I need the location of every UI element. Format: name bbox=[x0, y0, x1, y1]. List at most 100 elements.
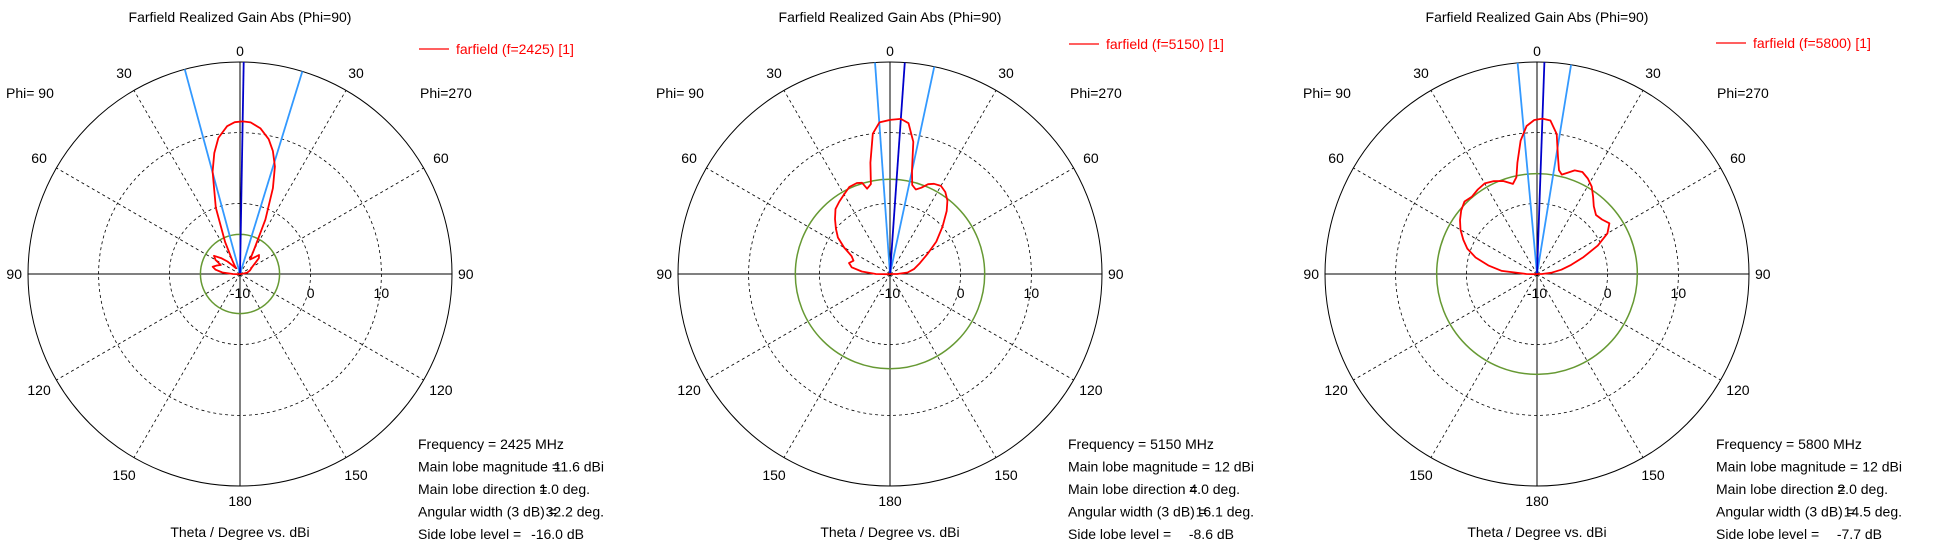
angle-tick-label: 150 bbox=[1409, 467, 1433, 483]
grid-spoke bbox=[133, 273, 241, 458]
grid-spoke bbox=[706, 273, 891, 381]
angle-tick-label: 30 bbox=[766, 65, 782, 81]
info-label: Angular width (3 dB) = bbox=[418, 504, 557, 520]
angle-tick-label: 150 bbox=[344, 467, 368, 483]
x-axis-label: Theta / Degree vs. dBi bbox=[820, 524, 959, 540]
main-lobe-direction-line bbox=[889, 62, 906, 275]
info-value: 11.6 dBi bbox=[554, 459, 604, 475]
info-label: Main lobe direction = bbox=[418, 481, 548, 497]
radial-tick-label: -10 bbox=[230, 285, 250, 301]
grid-spoke bbox=[783, 273, 891, 458]
angle-tick-label: 120 bbox=[677, 382, 701, 398]
angle-tick-label: 60 bbox=[1083, 150, 1099, 166]
chart-title: Farfield Realized Gain Abs (Phi=90) bbox=[779, 9, 1002, 25]
grid-spoke bbox=[1536, 90, 1644, 275]
grid-spoke bbox=[1536, 273, 1644, 458]
radial-tick-label: 0 bbox=[957, 285, 965, 301]
grid-spoke bbox=[239, 273, 424, 381]
radial-tick-label: -10 bbox=[1527, 285, 1547, 301]
side-lobe-circle bbox=[1435, 172, 1639, 376]
angle-tick-label: 0 bbox=[1533, 43, 1541, 59]
grid-spoke bbox=[1353, 167, 1538, 275]
angle-tick-label: 120 bbox=[1726, 382, 1750, 398]
angle-tick-label: 180 bbox=[228, 493, 252, 509]
info-label: Angular width (3 dB) = bbox=[1068, 504, 1207, 520]
info-label: Main lobe direction = bbox=[1068, 481, 1198, 497]
grid-spoke bbox=[706, 167, 891, 275]
angle-tick-label: 90 bbox=[6, 266, 22, 282]
info-label: Side lobe level = bbox=[418, 526, 521, 542]
phi-right-label: Phi=270 bbox=[1070, 85, 1122, 101]
radial-tick-label: 0 bbox=[1604, 285, 1612, 301]
beamwidth-line-2 bbox=[1516, 62, 1538, 275]
info-value: 1.0 deg. bbox=[539, 481, 590, 497]
info-label: Main lobe magnitude = bbox=[1068, 459, 1210, 475]
angle-tick-label: 30 bbox=[348, 65, 364, 81]
main-lobe-direction-line bbox=[239, 62, 245, 275]
radial-tick-label: 10 bbox=[1024, 285, 1040, 301]
info-label: Angular width (3 dB) = bbox=[1716, 504, 1855, 520]
chart-title: Farfield Realized Gain Abs (Phi=90) bbox=[1426, 9, 1649, 25]
info-value: 12 dBi bbox=[1862, 459, 1902, 475]
grid-spoke bbox=[56, 167, 241, 275]
phi-left-label: Phi= 90 bbox=[1303, 85, 1351, 101]
angle-tick-label: 60 bbox=[681, 150, 697, 166]
angle-tick-label: 120 bbox=[429, 382, 453, 398]
pattern-trace bbox=[211, 120, 276, 276]
angle-tick-label: 120 bbox=[1324, 382, 1348, 398]
grid-spoke bbox=[239, 273, 347, 458]
info-value: 4.0 deg. bbox=[1189, 481, 1240, 497]
angle-tick-label: 30 bbox=[998, 65, 1014, 81]
legend-label: farfield (f=5800) [1] bbox=[1753, 35, 1871, 51]
chart-title: Farfield Realized Gain Abs (Phi=90) bbox=[129, 9, 352, 25]
info-label: Main lobe magnitude = bbox=[418, 459, 560, 475]
angle-tick-label: 60 bbox=[1730, 150, 1746, 166]
info-label: Frequency = 5800 MHz bbox=[1716, 436, 1862, 452]
grid-spoke bbox=[56, 273, 241, 381]
grid-spoke bbox=[1430, 273, 1538, 458]
grid-spoke bbox=[1536, 167, 1721, 275]
angle-tick-label: 150 bbox=[994, 467, 1018, 483]
grid-spoke bbox=[889, 273, 1074, 381]
info-value: 16.1 deg. bbox=[1196, 504, 1254, 520]
angle-tick-label: 120 bbox=[27, 382, 51, 398]
polar-chart-1: Farfield Realized Gain Abs (Phi=90) farfi… bbox=[6, 9, 604, 542]
angle-tick-label: 90 bbox=[656, 266, 672, 282]
phi-left-label: Phi= 90 bbox=[656, 85, 704, 101]
angle-tick-label: 150 bbox=[112, 467, 136, 483]
phi-right-label: Phi=270 bbox=[420, 85, 472, 101]
grid-spoke bbox=[1536, 273, 1721, 381]
angle-tick-label: 0 bbox=[886, 43, 894, 59]
radial-tick-label: 10 bbox=[374, 285, 390, 301]
grid-spoke bbox=[133, 90, 241, 275]
pattern-trace bbox=[834, 118, 949, 276]
info-value: 12 dBi bbox=[1214, 459, 1254, 475]
grid-spoke bbox=[783, 90, 891, 275]
legend-label: farfield (f=2425) [1] bbox=[456, 41, 574, 57]
beamwidth-line-1 bbox=[1536, 64, 1572, 275]
angle-tick-label: 90 bbox=[1303, 266, 1319, 282]
angle-tick-label: 60 bbox=[1328, 150, 1344, 166]
grid-spoke bbox=[1353, 273, 1538, 381]
legend-label: farfield (f=5150) [1] bbox=[1106, 36, 1224, 52]
angle-tick-label: 30 bbox=[1413, 65, 1429, 81]
angle-tick-label: 60 bbox=[31, 150, 47, 166]
angle-tick-label: 90 bbox=[1755, 266, 1771, 282]
grid-spoke bbox=[239, 167, 424, 275]
angle-tick-label: 150 bbox=[1641, 467, 1665, 483]
main-lobe-direction-line bbox=[1536, 62, 1546, 275]
polar-chart-3: Farfield Realized Gain Abs (Phi=90) farfi… bbox=[1303, 9, 1902, 542]
beamwidth-line-2 bbox=[874, 62, 891, 275]
radial-tick-label: -10 bbox=[880, 285, 900, 301]
angle-tick-label: 60 bbox=[433, 150, 449, 166]
angle-tick-label: 180 bbox=[878, 493, 902, 509]
grid-spoke bbox=[889, 90, 997, 275]
info-value: 14.5 deg. bbox=[1844, 504, 1902, 520]
info-label: Frequency = 5150 MHz bbox=[1068, 436, 1214, 452]
polar-chart-2: Farfield Realized Gain Abs (Phi=90) farfi… bbox=[656, 9, 1254, 542]
info-label: Frequency = 2425 MHz bbox=[418, 436, 564, 452]
angle-tick-label: 30 bbox=[1645, 65, 1661, 81]
beamwidth-line-1 bbox=[239, 71, 304, 275]
grid-spoke bbox=[1430, 90, 1538, 275]
